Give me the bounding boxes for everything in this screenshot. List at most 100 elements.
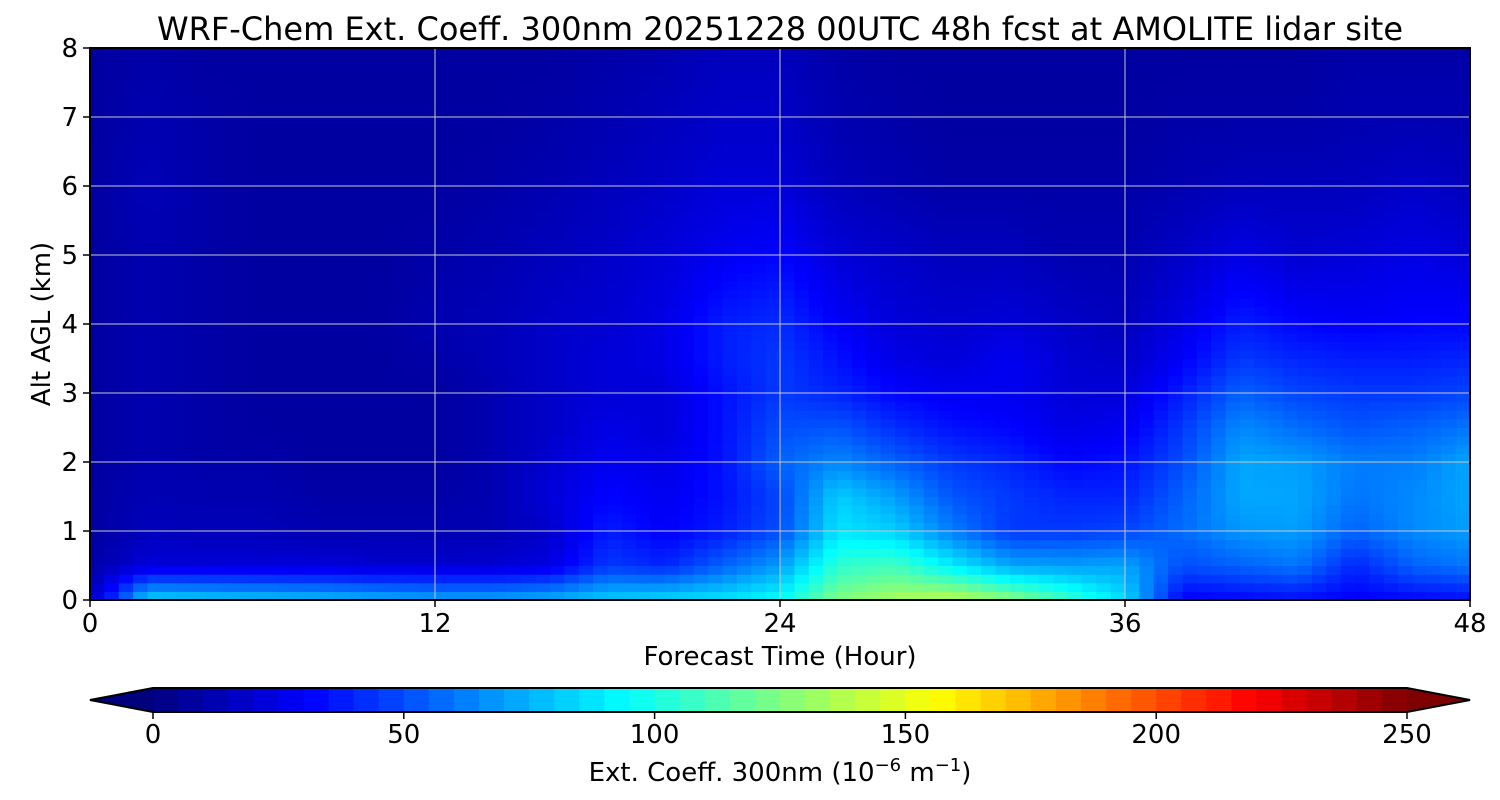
heatmap-cell bbox=[607, 591, 623, 600]
heatmap-cell bbox=[233, 427, 249, 437]
heatmap-cell bbox=[377, 341, 393, 351]
heatmap-cell bbox=[276, 151, 292, 161]
heatmap-cell bbox=[866, 349, 882, 360]
heatmap-cell bbox=[708, 186, 724, 196]
heatmap-cell bbox=[679, 289, 695, 299]
heatmap-cell bbox=[981, 470, 997, 480]
heatmap-cell bbox=[420, 393, 436, 403]
heatmap-cell bbox=[248, 186, 264, 196]
heatmap-cell bbox=[521, 556, 537, 567]
heatmap-cell bbox=[1168, 453, 1184, 463]
heatmap-cell bbox=[133, 574, 149, 584]
heatmap-cell bbox=[248, 479, 264, 489]
heatmap-cell bbox=[665, 401, 680, 411]
heatmap-cell bbox=[1412, 160, 1428, 170]
heatmap-cell bbox=[693, 203, 709, 213]
heatmap-cell bbox=[420, 349, 436, 360]
heatmap-cell bbox=[866, 332, 882, 342]
heatmap-cell bbox=[90, 548, 105, 558]
heatmap-cell bbox=[205, 315, 220, 325]
heatmap-cell bbox=[808, 272, 824, 282]
heatmap-cell bbox=[650, 513, 666, 523]
heatmap-cell bbox=[118, 289, 134, 299]
heatmap-cell bbox=[276, 462, 292, 472]
heatmap-cell bbox=[118, 496, 134, 506]
heatmap-cell bbox=[190, 263, 206, 273]
heatmap-cell bbox=[981, 522, 997, 532]
heatmap-cell bbox=[1038, 211, 1054, 222]
heatmap-cell bbox=[1398, 203, 1414, 213]
heatmap-cell bbox=[607, 324, 623, 334]
heatmap-cell bbox=[391, 203, 407, 213]
heatmap-cell bbox=[118, 263, 134, 273]
heatmap-cell bbox=[823, 574, 839, 584]
heatmap-cell bbox=[406, 410, 422, 420]
heatmap-cell bbox=[463, 548, 479, 558]
heatmap-cell bbox=[1412, 582, 1428, 592]
heatmap-cell bbox=[693, 548, 709, 558]
heatmap-cell bbox=[449, 168, 465, 178]
heatmap-cell bbox=[1024, 591, 1040, 600]
heatmap-cell bbox=[981, 237, 997, 247]
heatmap-cell bbox=[248, 332, 264, 342]
heatmap-cell bbox=[478, 410, 494, 420]
heatmap-cell bbox=[1125, 565, 1140, 575]
heatmap-cell bbox=[1053, 574, 1069, 584]
heatmap-cell bbox=[1383, 418, 1399, 429]
heatmap-cell bbox=[1441, 367, 1457, 377]
heatmap-cell bbox=[1326, 186, 1342, 196]
heatmap-cell bbox=[205, 341, 220, 351]
heatmap-cell bbox=[780, 505, 795, 515]
heatmap-cell bbox=[262, 229, 278, 239]
heatmap-cell bbox=[334, 246, 350, 256]
heatmap-cell bbox=[1153, 375, 1169, 385]
heatmap-cell bbox=[1412, 462, 1428, 472]
heatmap-cell bbox=[1254, 487, 1270, 498]
heatmap-cell bbox=[1398, 220, 1414, 230]
heatmap-cell bbox=[780, 160, 795, 170]
heatmap-cell bbox=[90, 496, 105, 506]
heatmap-cell bbox=[550, 332, 565, 342]
heatmap-cell bbox=[276, 332, 292, 342]
heatmap-cell bbox=[291, 513, 307, 523]
heatmap-cell bbox=[1326, 436, 1342, 446]
heatmap-cell bbox=[1412, 574, 1428, 584]
heatmap-cell bbox=[435, 237, 450, 247]
heatmap-cell bbox=[1340, 272, 1356, 282]
heatmap-cell bbox=[320, 591, 335, 600]
heatmap-cell bbox=[1340, 384, 1356, 394]
heatmap-cell bbox=[1139, 246, 1155, 256]
heatmap-cell bbox=[564, 349, 580, 360]
heatmap-cell bbox=[607, 427, 623, 437]
heatmap-cell bbox=[923, 263, 939, 273]
heatmap-cell bbox=[262, 349, 278, 360]
heatmap-cell bbox=[550, 505, 565, 515]
heatmap-cell bbox=[305, 332, 321, 342]
heatmap-cell bbox=[837, 341, 853, 351]
heatmap-cell bbox=[621, 522, 637, 532]
heatmap-cell bbox=[104, 401, 120, 411]
heatmap-cell bbox=[1369, 367, 1385, 377]
heatmap-cell bbox=[895, 367, 910, 377]
heatmap-cell bbox=[506, 186, 522, 196]
heatmap-cell bbox=[463, 436, 479, 446]
heatmap-cell bbox=[305, 505, 321, 515]
heatmap-cell bbox=[161, 280, 177, 291]
heatmap-cell bbox=[176, 177, 192, 187]
heatmap-cell bbox=[463, 194, 479, 204]
heatmap-cell bbox=[291, 263, 307, 273]
heatmap-cell bbox=[1240, 160, 1255, 170]
heatmap-cell bbox=[1096, 591, 1112, 600]
heatmap-cell bbox=[305, 436, 321, 446]
heatmap-cell bbox=[478, 444, 494, 454]
heatmap-cell bbox=[305, 229, 321, 239]
heatmap-cell bbox=[823, 298, 839, 308]
heatmap-cell bbox=[363, 487, 379, 498]
heatmap-cell bbox=[334, 151, 350, 161]
heatmap-cell bbox=[550, 203, 565, 213]
heatmap-cell bbox=[161, 556, 177, 567]
heatmap-cell bbox=[780, 168, 795, 178]
heatmap-cell bbox=[1096, 151, 1112, 161]
heatmap-cell bbox=[895, 427, 910, 437]
heatmap-cell bbox=[722, 470, 738, 480]
